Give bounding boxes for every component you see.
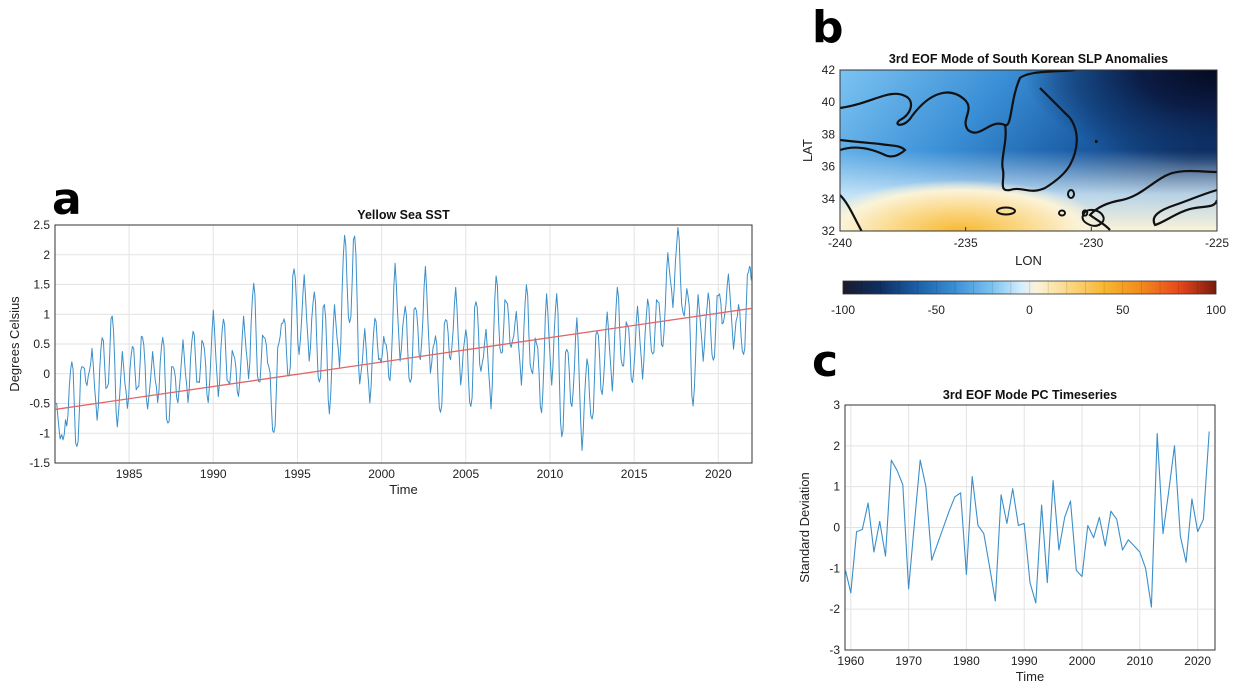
map-ytick-label: 34 [822,192,836,206]
sst-ytick-label: 0 [43,367,50,381]
map-xtick-label: -225 [1205,236,1229,250]
sst-xlabel: Time [389,482,417,497]
sst-xtick-label: 2015 [621,467,648,481]
sst-ytick-label: 2 [43,248,50,262]
panel-letter-a: a [52,174,82,225]
sst-xtick-label: 2000 [368,467,395,481]
pc-xtick-label: 1990 [1011,654,1038,668]
map-negative-anomaly [990,70,1217,185]
map-ytick-label: 42 [822,63,836,77]
pc-series-line [845,431,1210,608]
sst-series-group [55,227,752,451]
sst-xtick-label: 1995 [284,467,311,481]
sst-ytick-label: -1 [39,426,50,440]
sst-plot-frame [54,224,753,464]
sst-ytick-label: 1.5 [33,278,50,292]
pc-series-group [845,431,1210,608]
pc-ytick-label: 3 [833,398,840,412]
map-frame [839,69,1218,232]
pc-xtick-label: 1970 [895,654,922,668]
panel-letter-b: b [812,2,844,53]
colorbar-tick-label: -50 [928,303,946,317]
panel-letter-c: c [812,336,839,387]
sst-trend-line [55,307,752,411]
pc-xtick-label: 1960 [837,654,864,668]
coastline-korea [1001,87,1078,192]
pc-xtick-label: 1980 [953,654,980,668]
sst-xtick-label: 1985 [116,467,143,481]
sst-ytick-label: -1.5 [29,456,50,470]
sst-xtick-label: 2020 [705,467,732,481]
colorbar-tick-label: 0 [1026,303,1033,317]
pc-xtick-label: 2010 [1126,654,1153,668]
pc-ylabel: Standard Deviation [797,472,812,583]
pc-xlabel: Time [1016,669,1044,682]
pc-xtick-label: 2000 [1069,654,1096,668]
map-ytick-label: 40 [822,95,836,109]
colorbar-fill [842,280,1217,295]
sst-title: Yellow Sea SST [357,208,450,222]
sst-ytick-label: 0.5 [33,337,50,351]
colorbar: -100 -50 0 50 100 [831,280,1226,317]
pc-ytick-label: -2 [829,602,840,616]
coastline-china-south [840,194,863,231]
pc-ytick-label: 0 [833,521,840,535]
slp-eof-map: 3rd EOF Mode of South Korean SLP Anomali… [800,52,1229,268]
sst-xtick-label: 2010 [537,467,564,481]
pc-ytick-label: 1 [833,480,840,494]
map-xtick-label: -230 [1079,236,1103,250]
map-ytick-label: 32 [822,224,836,238]
colorbar-tick-label: 50 [1116,303,1130,317]
island-small-3 [1081,209,1089,217]
pc-plot-frame [844,404,1216,651]
map-xtick-label: -235 [954,236,978,250]
pc-title: 3rd EOF Mode PC Timeseries [943,388,1117,402]
sst-ytick-label: 1 [43,307,50,321]
map-ytick-label: 36 [822,160,836,174]
map-title: 3rd EOF Mode of South Korean SLP Anomali… [889,52,1168,66]
island-jeju [996,206,1016,216]
island-dokdo [1095,140,1098,143]
map-ytick-label: 38 [822,127,836,141]
sst-xtick-label: 2005 [452,467,479,481]
sst-ytick-label: 2.5 [33,218,50,232]
map-ylabel: LAT [800,139,815,162]
coastline-japan [1088,169,1217,231]
colorbar-tick-label: -100 [831,303,855,317]
sst-ylabel: Degrees Celsius [7,296,22,392]
map-positive-anomaly [840,180,1110,231]
sst-chart: 1985 1990 1995 2000 2005 2010 2015 2020 -1.5 -1 -0… [7,208,753,497]
pc-ytick-label: -3 [829,643,840,657]
map-xtick-label: -240 [828,236,852,250]
sst-ytick-label: -0.5 [29,397,50,411]
pc-xtick-label: 2020 [1184,654,1211,668]
island-small-1 [1067,189,1075,199]
sst-xtick-label: 1990 [200,467,227,481]
island-small-2 [1058,209,1066,217]
pc-ytick-label: -1 [829,561,840,575]
pc-timeseries-chart: 1960 1970 1980 1990 2000 2010 2020 -3 -2 -1 0 1 2 3 3r… [797,388,1216,682]
coastline-shandong [840,138,907,158]
island-tsushima [1081,208,1105,227]
pc-ytick-label: 2 [833,439,840,453]
sst-series-line [55,227,752,451]
coastline-mainland [840,70,1076,134]
map-xlabel: LON [1015,253,1042,268]
colorbar-tick-label: 100 [1206,303,1226,317]
